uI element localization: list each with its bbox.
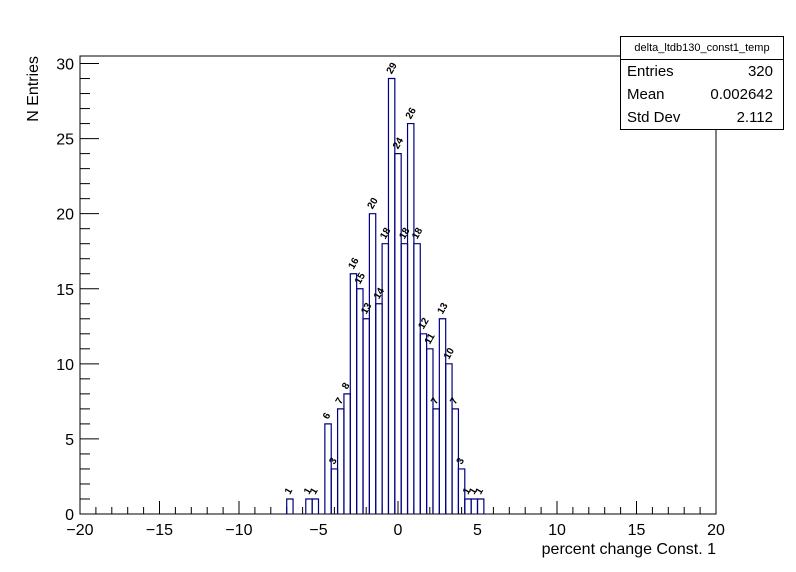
bin-count-label: 20 bbox=[366, 196, 381, 212]
histogram-bin bbox=[305, 498, 313, 514]
histogram-bin bbox=[464, 498, 472, 514]
bin-count-label: 26 bbox=[404, 106, 419, 122]
bin-count-label: 3 bbox=[327, 456, 340, 467]
y-tick-label: 20 bbox=[56, 207, 74, 224]
histogram-bin bbox=[438, 318, 447, 514]
x-tick-label: 0 bbox=[394, 522, 403, 539]
bin-count-label: 1 bbox=[302, 486, 315, 497]
bin-count-label: 8 bbox=[340, 381, 353, 392]
histogram-bin bbox=[470, 498, 479, 514]
histogram-bin bbox=[419, 333, 428, 514]
stats-row-std: Std Dev 2.112 bbox=[621, 106, 783, 129]
histogram-bin bbox=[324, 423, 332, 514]
y-tick-label: 0 bbox=[65, 507, 74, 524]
y-tick-label: 10 bbox=[56, 357, 74, 374]
bin-count-label: 1 bbox=[283, 486, 296, 497]
histogram-bin bbox=[394, 153, 402, 514]
x-tick-label: −15 bbox=[146, 522, 173, 539]
histogram-bin bbox=[451, 408, 460, 514]
stats-entries-value: 320 bbox=[747, 63, 773, 80]
bin-count-label: 18 bbox=[397, 226, 412, 242]
histogram-bin bbox=[413, 243, 421, 514]
bin-count-label: 7 bbox=[429, 396, 442, 407]
histogram-bin bbox=[286, 498, 294, 514]
bin-count-label: 12 bbox=[417, 316, 432, 332]
bin-count-label: 1 bbox=[474, 486, 487, 497]
x-tick-label: 10 bbox=[548, 522, 566, 539]
histogram-bin bbox=[432, 408, 440, 514]
bin-count-label: 7 bbox=[448, 396, 461, 407]
x-axis-title: percent change Const. 1 bbox=[542, 541, 716, 558]
y-axis-title: N Entries bbox=[25, 56, 42, 122]
bin-count-label: 1 bbox=[467, 486, 480, 497]
stats-std-value: 2.112 bbox=[736, 109, 773, 126]
histogram-bin bbox=[426, 348, 434, 514]
histogram-bin bbox=[406, 122, 415, 514]
x-tick-label: −10 bbox=[225, 522, 252, 539]
stats-entries-label: Entries bbox=[627, 63, 674, 80]
histogram-bin bbox=[400, 243, 409, 514]
x-tick-label: −20 bbox=[66, 522, 93, 539]
histogram-bin bbox=[343, 393, 351, 514]
bin-count-label: 29 bbox=[385, 61, 400, 77]
histogram-bin bbox=[476, 498, 485, 514]
histogram-bin bbox=[349, 273, 358, 514]
y-tick-label: 5 bbox=[65, 432, 74, 449]
stats-row-entries: Entries 320 bbox=[621, 60, 783, 83]
bin-count-label: 3 bbox=[455, 456, 468, 467]
histogram-bin bbox=[311, 498, 320, 514]
histogram-bin bbox=[457, 468, 466, 514]
histogram-bin bbox=[362, 318, 370, 514]
bin-count-label: 15 bbox=[353, 271, 368, 287]
y-tick-label: 30 bbox=[56, 57, 74, 74]
y-tick-label: 15 bbox=[56, 282, 74, 299]
bin-count-label: 16 bbox=[347, 256, 362, 272]
bin-count-label: 6 bbox=[321, 411, 334, 422]
bin-count-label: 10 bbox=[442, 346, 457, 362]
stats-title: delta_ltdb130_const1_temp bbox=[621, 37, 783, 60]
bin-count-label: 1 bbox=[308, 486, 321, 497]
bin-count-label: 18 bbox=[378, 226, 393, 242]
stats-row-mean: Mean 0.002642 bbox=[621, 83, 783, 106]
x-tick-label: 5 bbox=[473, 522, 482, 539]
histogram-bin bbox=[445, 363, 453, 514]
bin-count-label: 7 bbox=[334, 396, 347, 407]
bin-count-label: 14 bbox=[372, 286, 387, 302]
histogram-bin bbox=[375, 303, 383, 514]
histogram-bin bbox=[356, 288, 364, 514]
bin-count-label: 18 bbox=[410, 226, 425, 242]
histogram-bin bbox=[368, 213, 377, 514]
histogram-bin bbox=[381, 243, 390, 514]
x-tick-label: 20 bbox=[707, 522, 725, 539]
stats-mean-value: 0.002642 bbox=[710, 86, 773, 103]
stats-box: delta_ltdb130_const1_temp Entries 320 Me… bbox=[620, 36, 784, 130]
stats-mean-label: Mean bbox=[627, 86, 665, 103]
bin-count-label: 24 bbox=[391, 136, 406, 152]
stats-std-label: Std Dev bbox=[627, 109, 681, 126]
bin-count-label: 1 bbox=[461, 486, 474, 497]
bin-count-label: 13 bbox=[436, 301, 451, 317]
bin-count-label: 13 bbox=[359, 301, 374, 317]
y-tick-label: 25 bbox=[56, 132, 74, 149]
x-tick-label: −5 bbox=[309, 522, 327, 539]
x-tick-label: 15 bbox=[628, 522, 646, 539]
